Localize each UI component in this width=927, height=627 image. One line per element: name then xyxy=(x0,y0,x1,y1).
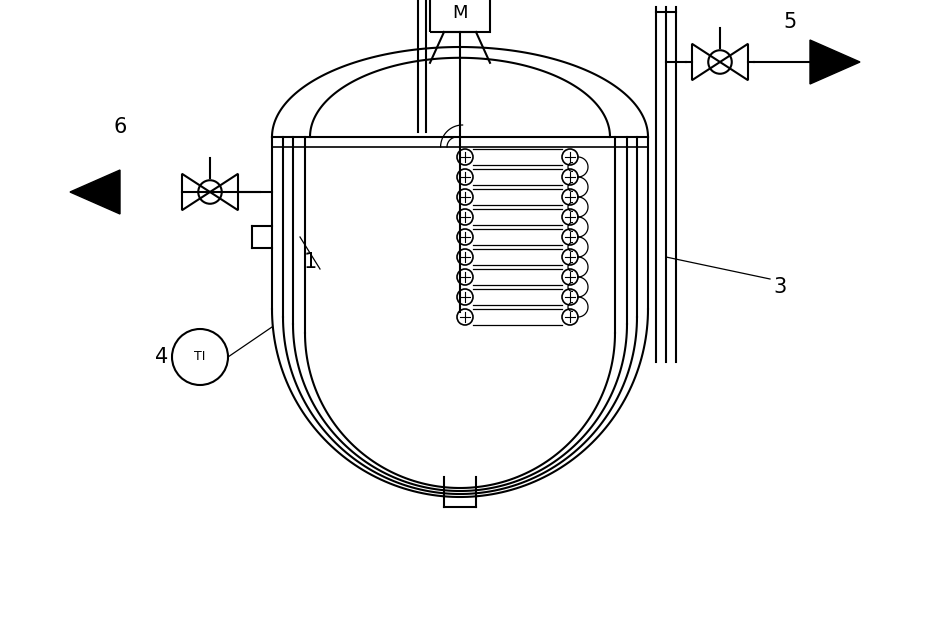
Polygon shape xyxy=(809,40,859,84)
Text: 3: 3 xyxy=(772,277,786,297)
Text: M: M xyxy=(451,4,467,22)
Text: TI: TI xyxy=(194,350,206,364)
Polygon shape xyxy=(70,170,120,214)
Text: 5: 5 xyxy=(782,12,795,32)
Text: 1: 1 xyxy=(303,252,316,272)
Bar xyxy=(429,0,489,32)
Text: 4: 4 xyxy=(155,347,169,367)
Text: 6: 6 xyxy=(113,117,127,137)
